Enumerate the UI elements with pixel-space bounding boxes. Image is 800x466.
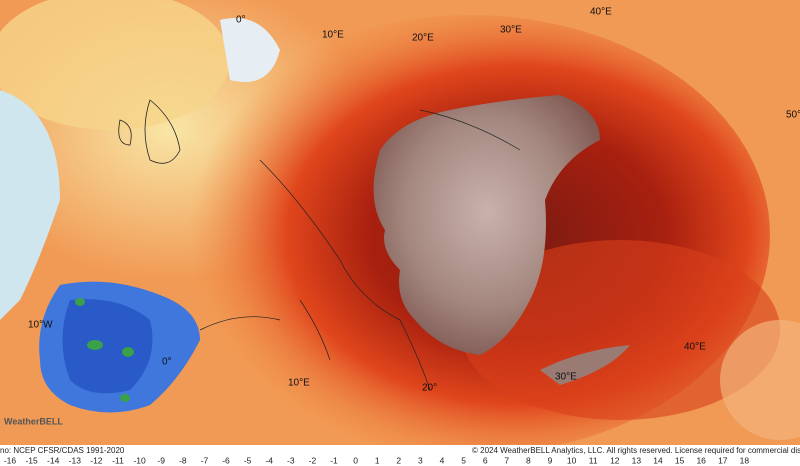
longitude-label: 50° [786,110,800,121]
scale-label: -8 [179,455,187,465]
scale-label: 7 [504,455,509,465]
scale-label: 14 [653,455,663,465]
logo: WeatherBELL [4,416,63,426]
scale-label: 17 [718,455,728,465]
scale-label: -16 [4,455,17,465]
scale-label: 18 [740,455,750,465]
copyright: © 2024 WeatherBELL Analytics, LLC. All r… [472,446,800,455]
scale-label: 2 [396,455,401,465]
longitude-labels: 0° 10°E 20°E 30°E 40°E 50° 10°W 0° 10°E 20° 30°E 40… [28,7,800,394]
scale-label: -5 [244,455,252,465]
scale-label: -11 [112,455,124,465]
longitude-label: 10°E [322,30,344,41]
longitude-label: 10°W [28,320,53,331]
longitude-label: 0° [162,357,172,368]
source-note: no: NCEP CFSR/CDAS 1991-2020 [0,446,125,455]
scale-label: 13 [632,455,642,465]
scale-label: 6 [483,455,488,465]
longitude-label: 0° [236,15,246,26]
scale-label: 3 [418,455,423,465]
scale-label: 8 [526,455,531,465]
scale-label: -1 [330,455,338,465]
scale-label: -12 [90,455,103,465]
longitude-label: 40°E [684,342,706,353]
scale-label: 1 [375,455,380,465]
scale-label: 15 [675,455,685,465]
scale-label: 12 [610,455,620,465]
scale-label: 9 [548,455,553,465]
longitude-label: 40°E [590,7,612,18]
footer-bar [0,445,800,466]
scale-label: -6 [222,455,230,465]
scale-label: -10 [133,455,146,465]
scale-label: -14 [47,455,60,465]
scale-label: 16 [696,455,706,465]
scale-label: -15 [25,455,38,465]
scale-label: -2 [309,455,317,465]
scale-label: 11 [589,455,598,465]
color-scale: -16 -15 -14 -13 -12 -11 -10 -9 -8 -7 -6 -5 -4 -3 -2 -1 0… [4,455,750,465]
longitude-label: 30°E [500,25,522,36]
scale-label: -13 [69,455,82,465]
scale-label: 4 [440,455,445,465]
longitude-label: 20° [422,383,437,394]
scale-label: -9 [157,455,165,465]
scale-label: 10 [567,455,577,465]
scale-label: 0 [353,455,358,465]
scale-label: -3 [287,455,295,465]
longitude-label: 10°E [288,378,310,389]
longitude-label: 30°E [555,372,577,383]
map-field [0,0,800,455]
longitude-label: 20°E [412,33,434,44]
scale-label: 5 [461,455,466,465]
scale-label: -4 [265,455,273,465]
scale-label: -7 [201,455,209,465]
